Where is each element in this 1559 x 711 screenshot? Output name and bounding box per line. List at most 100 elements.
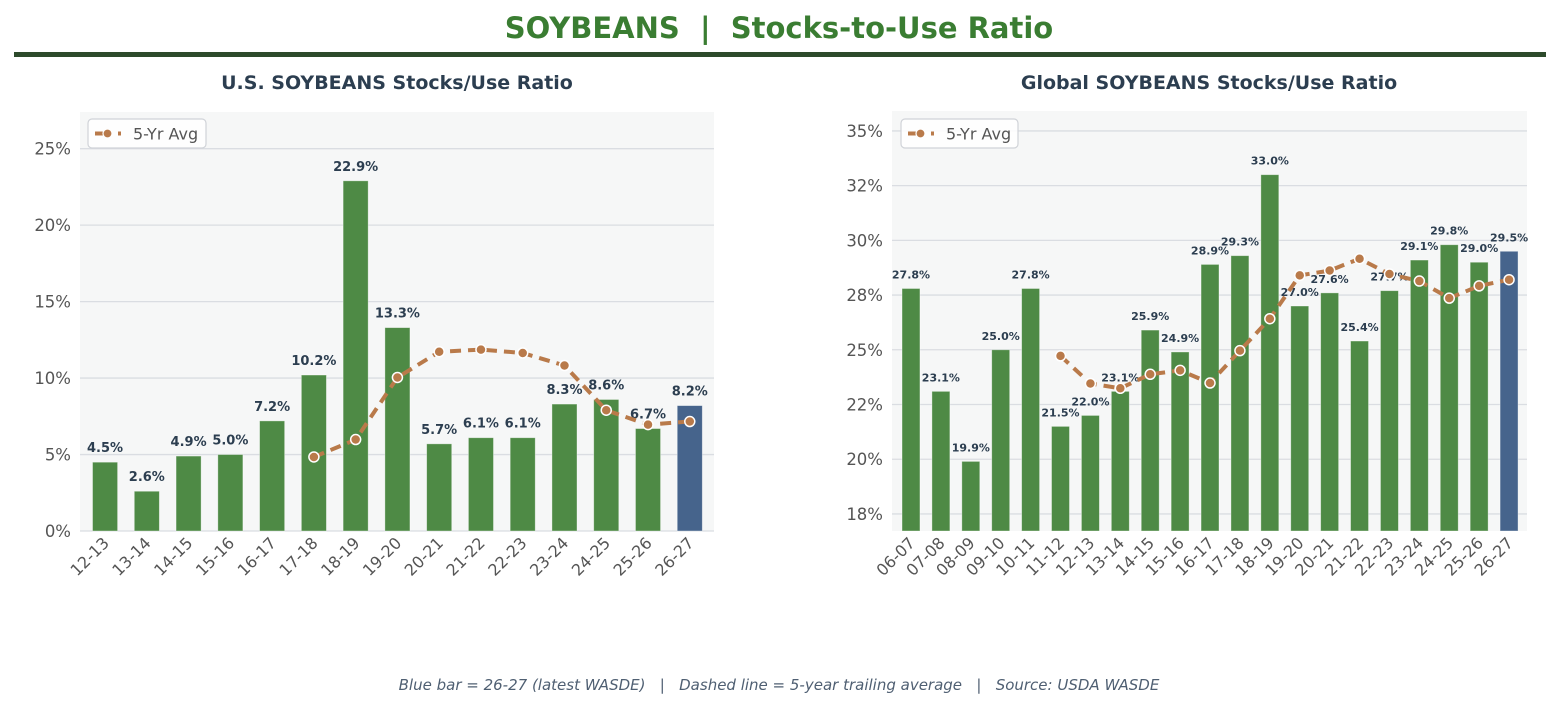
bar-07-08	[931, 390, 951, 532]
bar-value-label: 29.8%	[1430, 225, 1468, 238]
bar-value-label: 27.8%	[1012, 268, 1050, 281]
five-yr-avg-marker-24-25	[1443, 292, 1456, 304]
x-tick-label: 20-21	[401, 533, 447, 579]
x-tick-label: 24-25	[568, 533, 614, 579]
bar-19-20	[1290, 305, 1310, 532]
footer-note: Blue bar = 26-27 (latest WASDE) | Dashed…	[399, 676, 1160, 694]
five-yr-avg-marker-23-24	[558, 359, 571, 372]
bar-value-label: 27.6%	[1311, 273, 1349, 286]
bar-17-18	[1230, 255, 1250, 532]
legend-marker-swatch	[915, 128, 926, 139]
x-tick-label: 19-20	[359, 533, 405, 579]
five-yr-avg-marker-11-12	[1054, 350, 1067, 362]
bar-value-label: 22.9%	[333, 160, 378, 175]
bar-12-13	[92, 461, 118, 532]
bar-24-25	[1439, 244, 1459, 532]
five-yr-avg-marker-18-19	[1264, 312, 1276, 325]
bar-value-label: 8.2%	[672, 385, 708, 400]
five-yr-avg-marker-16-17	[1204, 377, 1216, 389]
bar-value-label: 22.0%	[1071, 395, 1109, 408]
five-yr-avg-marker-13-14	[1114, 382, 1127, 395]
global-chart-title: Global SOYBEANS Stocks/Use Ratio	[1021, 72, 1397, 94]
bar-13-14	[1110, 390, 1130, 532]
title-rule	[14, 52, 1546, 57]
bar-13-14	[133, 490, 160, 532]
x-tick-label: 17-18	[275, 533, 321, 579]
bar-06-07	[901, 288, 921, 532]
bar-value-label: 29.3%	[1221, 236, 1259, 249]
x-tick-label: 26-27	[651, 533, 697, 579]
bar-08-09	[961, 461, 981, 532]
bar-value-label: 4.5%	[87, 441, 123, 456]
bar-value-label: 33.0%	[1251, 155, 1289, 168]
bar-value-label: 23.1%	[1101, 371, 1139, 384]
legend-marker-swatch	[102, 128, 113, 139]
legend: 5-Yr Avg	[87, 118, 207, 149]
bar-10-11	[1021, 288, 1040, 532]
bar-value-label: 29.5%	[1490, 231, 1528, 244]
five-yr-avg-marker-22-23	[516, 347, 529, 359]
y-tick-label: 28%	[846, 286, 883, 305]
bar-value-label: 10.2%	[291, 354, 336, 369]
five-yr-avg-marker-20-21	[1323, 264, 1336, 277]
y-tick-label: 20%	[846, 450, 883, 469]
bar-15-16	[217, 454, 244, 532]
bar-value-label: 8.6%	[588, 378, 624, 393]
bar-25-26	[635, 428, 661, 532]
bar-value-label: 29.1%	[1400, 240, 1438, 253]
bar-09-10	[991, 349, 1011, 532]
five-yr-avg-marker-17-18	[308, 451, 320, 463]
bar-value-label: 23.1%	[922, 371, 960, 384]
bar-20-21	[426, 443, 453, 532]
five-yr-avg-marker-26-27	[684, 415, 696, 428]
bar-value-label: 27.0%	[1281, 286, 1319, 299]
five-yr-avg-marker-21-22	[1353, 252, 1366, 265]
legend-label: 5-Yr Avg	[133, 125, 198, 144]
bar-12-13	[1081, 415, 1100, 532]
bar-value-label: 25.0%	[982, 330, 1020, 343]
five-yr-avg-marker-18-19	[349, 433, 362, 446]
us-stocks-use-chart: 0% 5% 10% 15% 20% 25% 4.5% 2.6% 4.9% 5.0% 7.2% 10.2…	[34, 112, 714, 580]
bar-18-19	[342, 180, 369, 532]
x-tick-label: 12-13	[67, 533, 113, 579]
y-tick-label: 25%	[34, 140, 71, 159]
y-tick-label: 15%	[34, 293, 71, 312]
y-tick-label: 35%	[846, 122, 883, 141]
global-stocks-use-chart: 18% 20% 22% 25% 28% 30% 32% 35% 27.8% 23.1% 19.9% 2…	[846, 111, 1528, 580]
bar-value-label: 29.0%	[1460, 242, 1498, 255]
five-yr-avg-marker-20-21	[433, 346, 445, 358]
y-tick-label: 10%	[34, 369, 71, 388]
legend: 5-Yr Avg	[900, 118, 1019, 149]
five-yr-avg-marker-17-18	[1234, 344, 1246, 357]
y-tick-label: 25%	[846, 341, 883, 360]
bar-23-24	[1409, 259, 1429, 532]
bar-16-17	[1200, 264, 1220, 532]
bar-22-23	[509, 437, 536, 532]
five-yr-avg-marker-19-20	[1293, 269, 1306, 282]
bar-14-15	[175, 455, 202, 532]
bar-value-label: 6.1%	[463, 417, 499, 432]
bar-value-label: 2.6%	[129, 470, 165, 485]
legend-box	[87, 118, 207, 149]
x-tick-label: 25-26	[610, 533, 656, 579]
bar-24-25	[593, 399, 620, 532]
bar-value-label: 13.3%	[375, 307, 420, 322]
x-tick-label: 15-16	[192, 533, 238, 579]
bar-value-label: 6.1%	[505, 417, 541, 432]
five-yr-avg-marker-21-22	[475, 343, 487, 356]
bar-value-label: 25.4%	[1340, 321, 1378, 334]
x-tick-label: 14-15	[150, 533, 196, 579]
bar-value-label: 24.9%	[1161, 332, 1199, 345]
x-tick-label: 21-22	[442, 533, 488, 579]
bar-21-22	[1350, 340, 1369, 532]
bar-value-label: 7.2%	[254, 400, 290, 415]
five-yr-avg-marker-12-13	[1084, 377, 1097, 390]
bar-16-17	[259, 420, 286, 532]
bar-19-20	[384, 327, 411, 532]
x-tick-label: 13-14	[108, 533, 154, 579]
bar-20-21	[1320, 292, 1340, 532]
x-tick-label: 22-23	[484, 533, 530, 579]
bar-value-label: 5.0%	[212, 434, 248, 449]
y-tick-label: 32%	[846, 177, 883, 196]
